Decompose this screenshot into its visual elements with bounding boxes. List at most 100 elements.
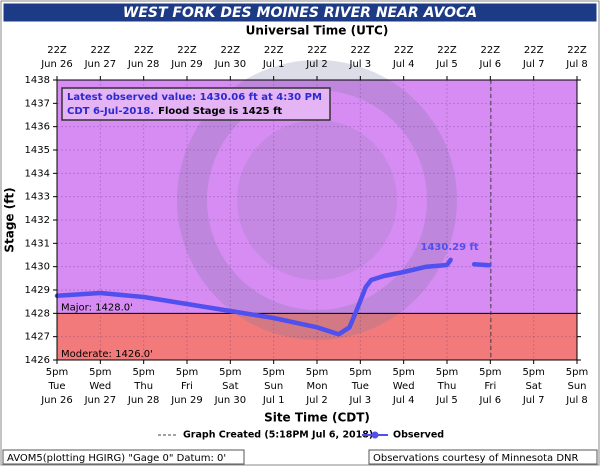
x-tick-weekday: Thu (133, 381, 153, 392)
threshold-band (57, 313, 577, 360)
y-tick-label: 1429 (25, 285, 50, 296)
x-tick-weekday: Sat (525, 381, 541, 392)
x-tick-date: Jul 7 (522, 395, 545, 406)
x-tick-weekday: Mon (306, 381, 327, 392)
top-tick-date: Jul 2 (305, 59, 328, 70)
x-tick-label: 5pm (219, 367, 241, 378)
info-line: Latest observed value: 1430.06 ft at 4:3… (67, 92, 322, 103)
footer-right: Observations courtesy of Minnesota DNR (373, 453, 579, 464)
y-tick-label: 1428 (25, 308, 50, 319)
y-tick-label: 1430 (25, 262, 50, 273)
top-tick-date: Jul 1 (262, 59, 285, 70)
x-tick-date: Jun 27 (84, 395, 117, 406)
top-tick-date: Jul 6 (479, 59, 502, 70)
watermark (237, 120, 397, 280)
x-tick-weekday: Fri (181, 381, 193, 392)
x-tick-date: Jun 29 (170, 395, 203, 406)
top-tick-date: Jun 28 (127, 59, 160, 70)
top-tick-label: 22Z (524, 45, 544, 56)
threshold-label: Moderate: 1426.0' (61, 349, 153, 360)
y-axis-title: Stage (ft) (3, 187, 17, 252)
x-tick-weekday: Thu (437, 381, 457, 392)
top-tick-label: 22Z (91, 45, 111, 56)
x-tick-date: Jun 30 (214, 395, 247, 406)
top-axis-title: Universal Time (UTC) (246, 24, 389, 38)
footer-left: AVOM5(plotting HGIRG) "Gage 0" Datum: 0' (7, 453, 226, 464)
x-tick-label: 5pm (132, 367, 154, 378)
y-tick-label: 1435 (25, 145, 50, 156)
y-tick-label: 1438 (25, 75, 50, 86)
x-tick-weekday: Sun (264, 381, 283, 392)
y-tick-label: 1427 (25, 332, 50, 343)
x-tick-weekday: Sat (222, 381, 238, 392)
info-line: CDT 6-Jul-2018. Flood Stage is 1425 ft (67, 106, 282, 117)
top-tick-date: Jul 4 (392, 59, 415, 70)
top-tick-date: Jun 30 (214, 59, 247, 70)
top-tick-label: 22Z (47, 45, 67, 56)
top-tick-label: 22Z (221, 45, 241, 56)
info-box (61, 87, 331, 121)
y-tick-label: 1433 (25, 192, 50, 203)
top-tick-label: 22Z (264, 45, 284, 56)
x-tick-label: 5pm (46, 367, 68, 378)
x-tick-label: 5pm (479, 367, 501, 378)
x-tick-weekday: Fri (484, 381, 496, 392)
x-tick-weekday: Sun (567, 381, 586, 392)
x-tick-date: Jun 28 (127, 395, 160, 406)
x-tick-date: Jul 5 (435, 395, 458, 406)
y-tick-label: 1426 (25, 355, 50, 366)
x-axis-title: Site Time (CDT) (264, 411, 370, 425)
info-date: CDT 6-Jul-2018. (67, 106, 154, 117)
y-tick-label: 1437 (25, 98, 50, 109)
x-tick-label: 5pm (566, 367, 588, 378)
x-tick-label: 5pm (349, 367, 371, 378)
x-tick-date: Jun 26 (40, 395, 73, 406)
legend-observed-label: Observed (393, 430, 444, 441)
top-tick-label: 22Z (307, 45, 327, 56)
title-bar (2, 2, 598, 23)
x-tick-weekday: Wed (393, 381, 415, 392)
footer-box (2, 449, 245, 465)
plot-border (56, 79, 578, 361)
top-tick-label: 22Z (177, 45, 197, 56)
legend-created-label: Graph Created (5:18PM Jul 6, 2018) (183, 430, 373, 441)
x-tick-label: 5pm (176, 367, 198, 378)
x-tick-label: 5pm (89, 367, 111, 378)
top-tick-label: 22Z (567, 45, 587, 56)
x-tick-label: 5pm (522, 367, 544, 378)
x-tick-date: Jul 8 (565, 395, 588, 406)
x-tick-weekday: Tue (351, 381, 369, 392)
top-tick-label: 22Z (351, 45, 371, 56)
x-tick-label: 5pm (436, 367, 458, 378)
top-tick-date: Jun 27 (84, 59, 117, 70)
top-tick-date: Jul 5 (435, 59, 458, 70)
top-tick-date: Jun 29 (170, 59, 203, 70)
series-line (54, 257, 492, 337)
x-tick-weekday: Wed (89, 381, 111, 392)
chart-title: WEST FORK DES MOINES RIVER NEAR AVOCA (123, 5, 477, 21)
top-tick-label: 22Z (394, 45, 414, 56)
x-tick-date: Jul 4 (392, 395, 415, 406)
legend-observed-marker (371, 431, 379, 439)
top-tick-date: Jun 26 (40, 59, 73, 70)
y-tick-label: 1436 (25, 122, 50, 133)
x-tick-date: Jul 3 (349, 395, 372, 406)
y-tick-label: 1432 (25, 215, 50, 226)
x-tick-date: Jul 6 (479, 395, 502, 406)
info-flood-stage: Flood Stage is 1425 ft (158, 106, 282, 117)
threshold-label: Major: 1428.0' (61, 302, 133, 313)
x-tick-date: Jul 1 (262, 395, 285, 406)
y-tick-label: 1431 (25, 238, 50, 249)
x-tick-label: 5pm (262, 367, 284, 378)
top-tick-label: 22Z (134, 45, 154, 56)
x-tick-label: 5pm (306, 367, 328, 378)
top-tick-date: Jul 8 (565, 59, 588, 70)
footer-box (368, 449, 598, 465)
x-tick-date: Jul 2 (305, 395, 328, 406)
top-tick-date: Jul 7 (522, 59, 545, 70)
top-tick-label: 22Z (481, 45, 501, 56)
x-tick-weekday: Tue (47, 381, 65, 392)
peak-label: 1430.29 ft (421, 242, 479, 253)
top-tick-label: 22Z (437, 45, 457, 56)
